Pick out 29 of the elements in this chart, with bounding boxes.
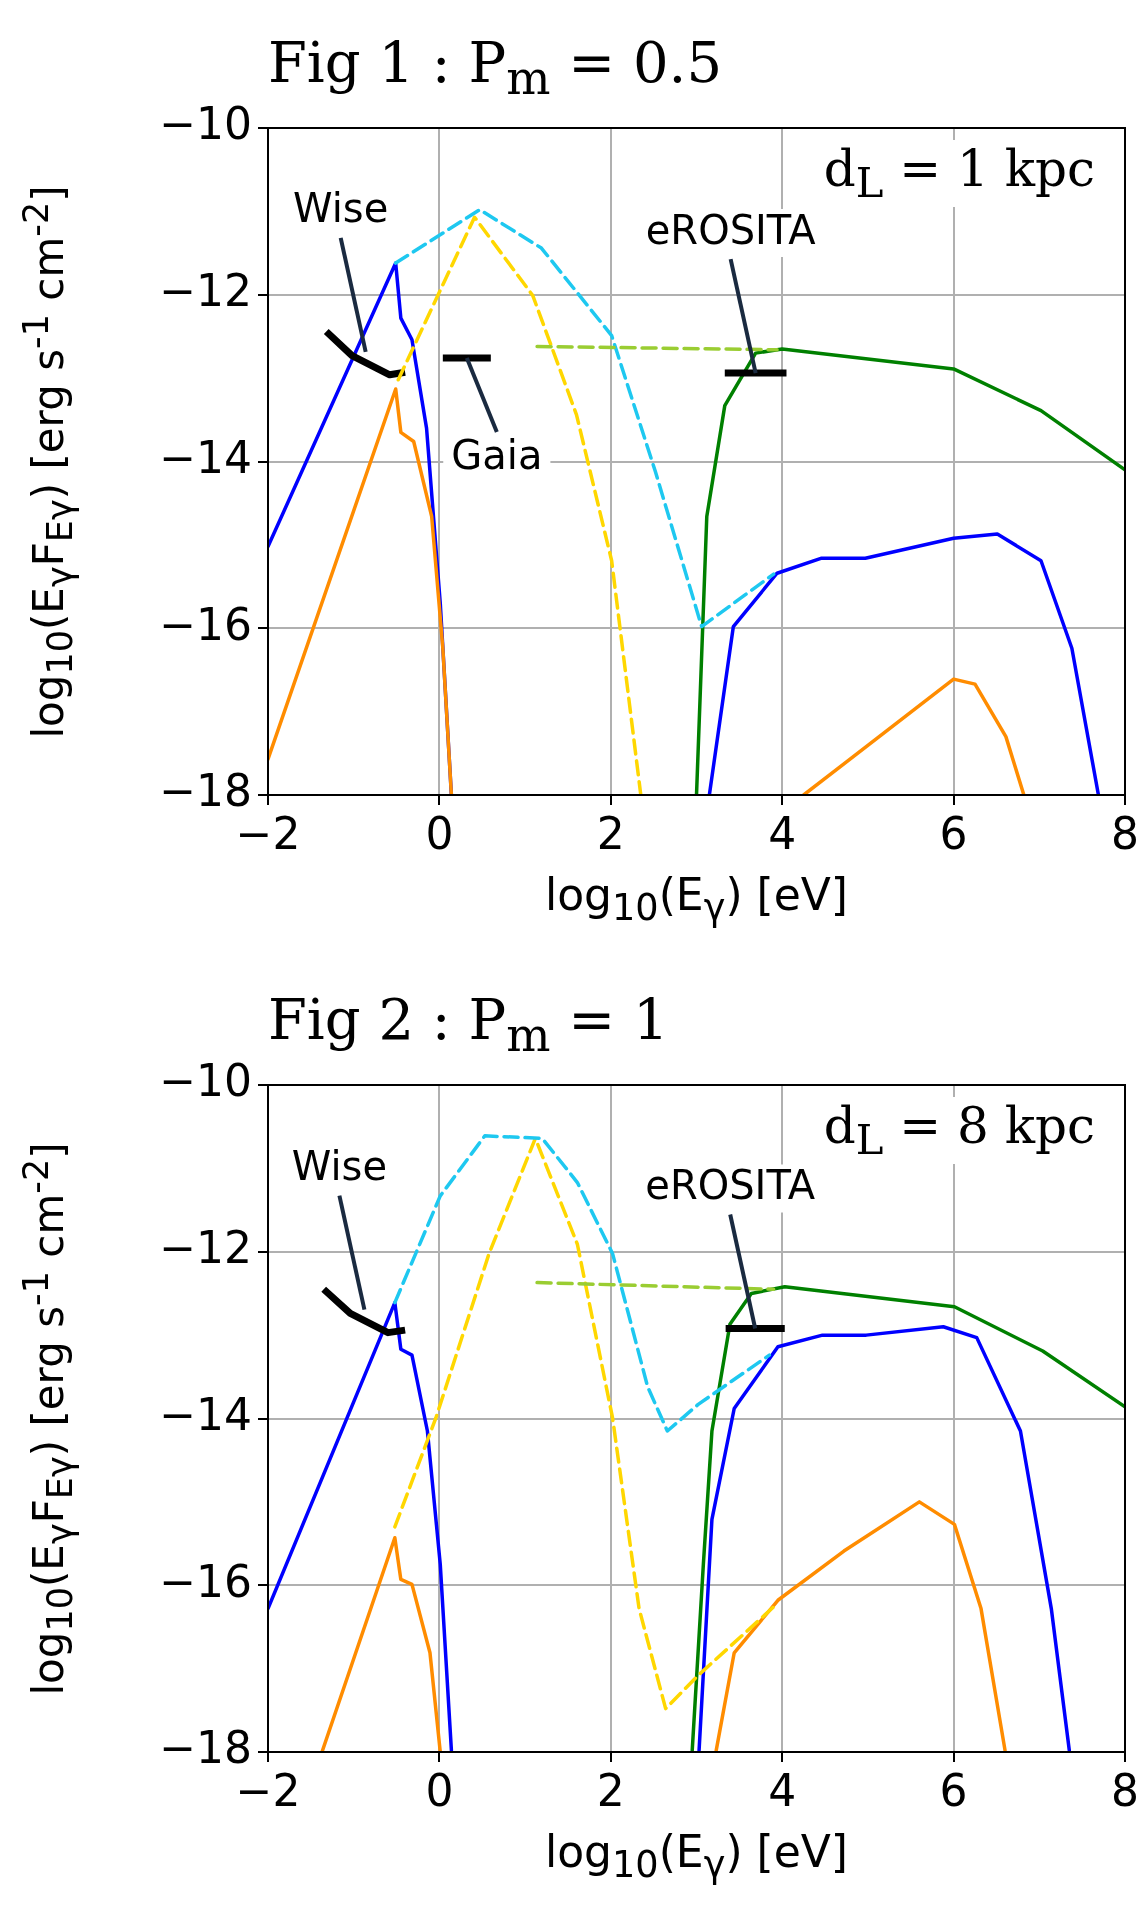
annotation: d$_{L}$ = 1 kpc xyxy=(823,140,1096,207)
chart-title: Fig 2 : P$_{m}$ = 1 xyxy=(268,987,669,1063)
x-axis-title: log$_{10}$(E$_{γ}$) [eV] xyxy=(544,869,849,929)
chart-title: Fig 1 : P$_{m}$ = 0.5 xyxy=(268,30,723,106)
x-tick-label: 4 xyxy=(768,807,797,859)
text: Wise xyxy=(293,185,389,232)
annotation: d$_{L}$ = 8 kpc xyxy=(823,1097,1096,1164)
x-tick-label: 4 xyxy=(768,1764,797,1816)
y-tick-label: −16 xyxy=(159,598,252,650)
text: Wise xyxy=(291,1143,388,1190)
y-tick-label: −10 xyxy=(159,98,252,150)
y-tick-label: −12 xyxy=(159,265,252,317)
y-tick-label: −16 xyxy=(159,1555,252,1607)
y-tick-label: −14 xyxy=(159,1388,252,1440)
text: eROSITA xyxy=(645,1161,816,1208)
x-axis-title: log$_{10}$(E$_{γ}$) [eV] xyxy=(544,1826,849,1886)
x-tick-label: 8 xyxy=(1111,807,1139,859)
x-tick-label: 2 xyxy=(596,807,625,859)
x-tick-label: 6 xyxy=(939,807,968,859)
x-tick-label: 8 xyxy=(1111,1764,1139,1816)
y-tick-label: −12 xyxy=(159,1222,252,1274)
y-tick-label: −14 xyxy=(159,431,252,483)
x-tick-label: 2 xyxy=(596,1764,625,1816)
x-tick-label: 0 xyxy=(425,807,454,859)
text: eROSITA xyxy=(645,206,817,253)
series-label: Gaia xyxy=(451,431,543,478)
x-tick-label: 0 xyxy=(425,1764,454,1816)
x-tick-label: 6 xyxy=(939,1764,968,1816)
y-tick-label: −10 xyxy=(159,1055,252,1107)
